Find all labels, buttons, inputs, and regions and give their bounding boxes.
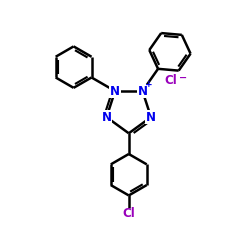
Text: Cl: Cl (164, 74, 177, 87)
Text: N: N (110, 84, 120, 98)
Text: Cl: Cl (122, 207, 135, 220)
Text: N: N (138, 84, 147, 98)
Text: −: − (179, 73, 187, 83)
Text: N: N (102, 111, 112, 124)
Text: +: + (146, 80, 153, 89)
Text: N: N (146, 111, 156, 124)
